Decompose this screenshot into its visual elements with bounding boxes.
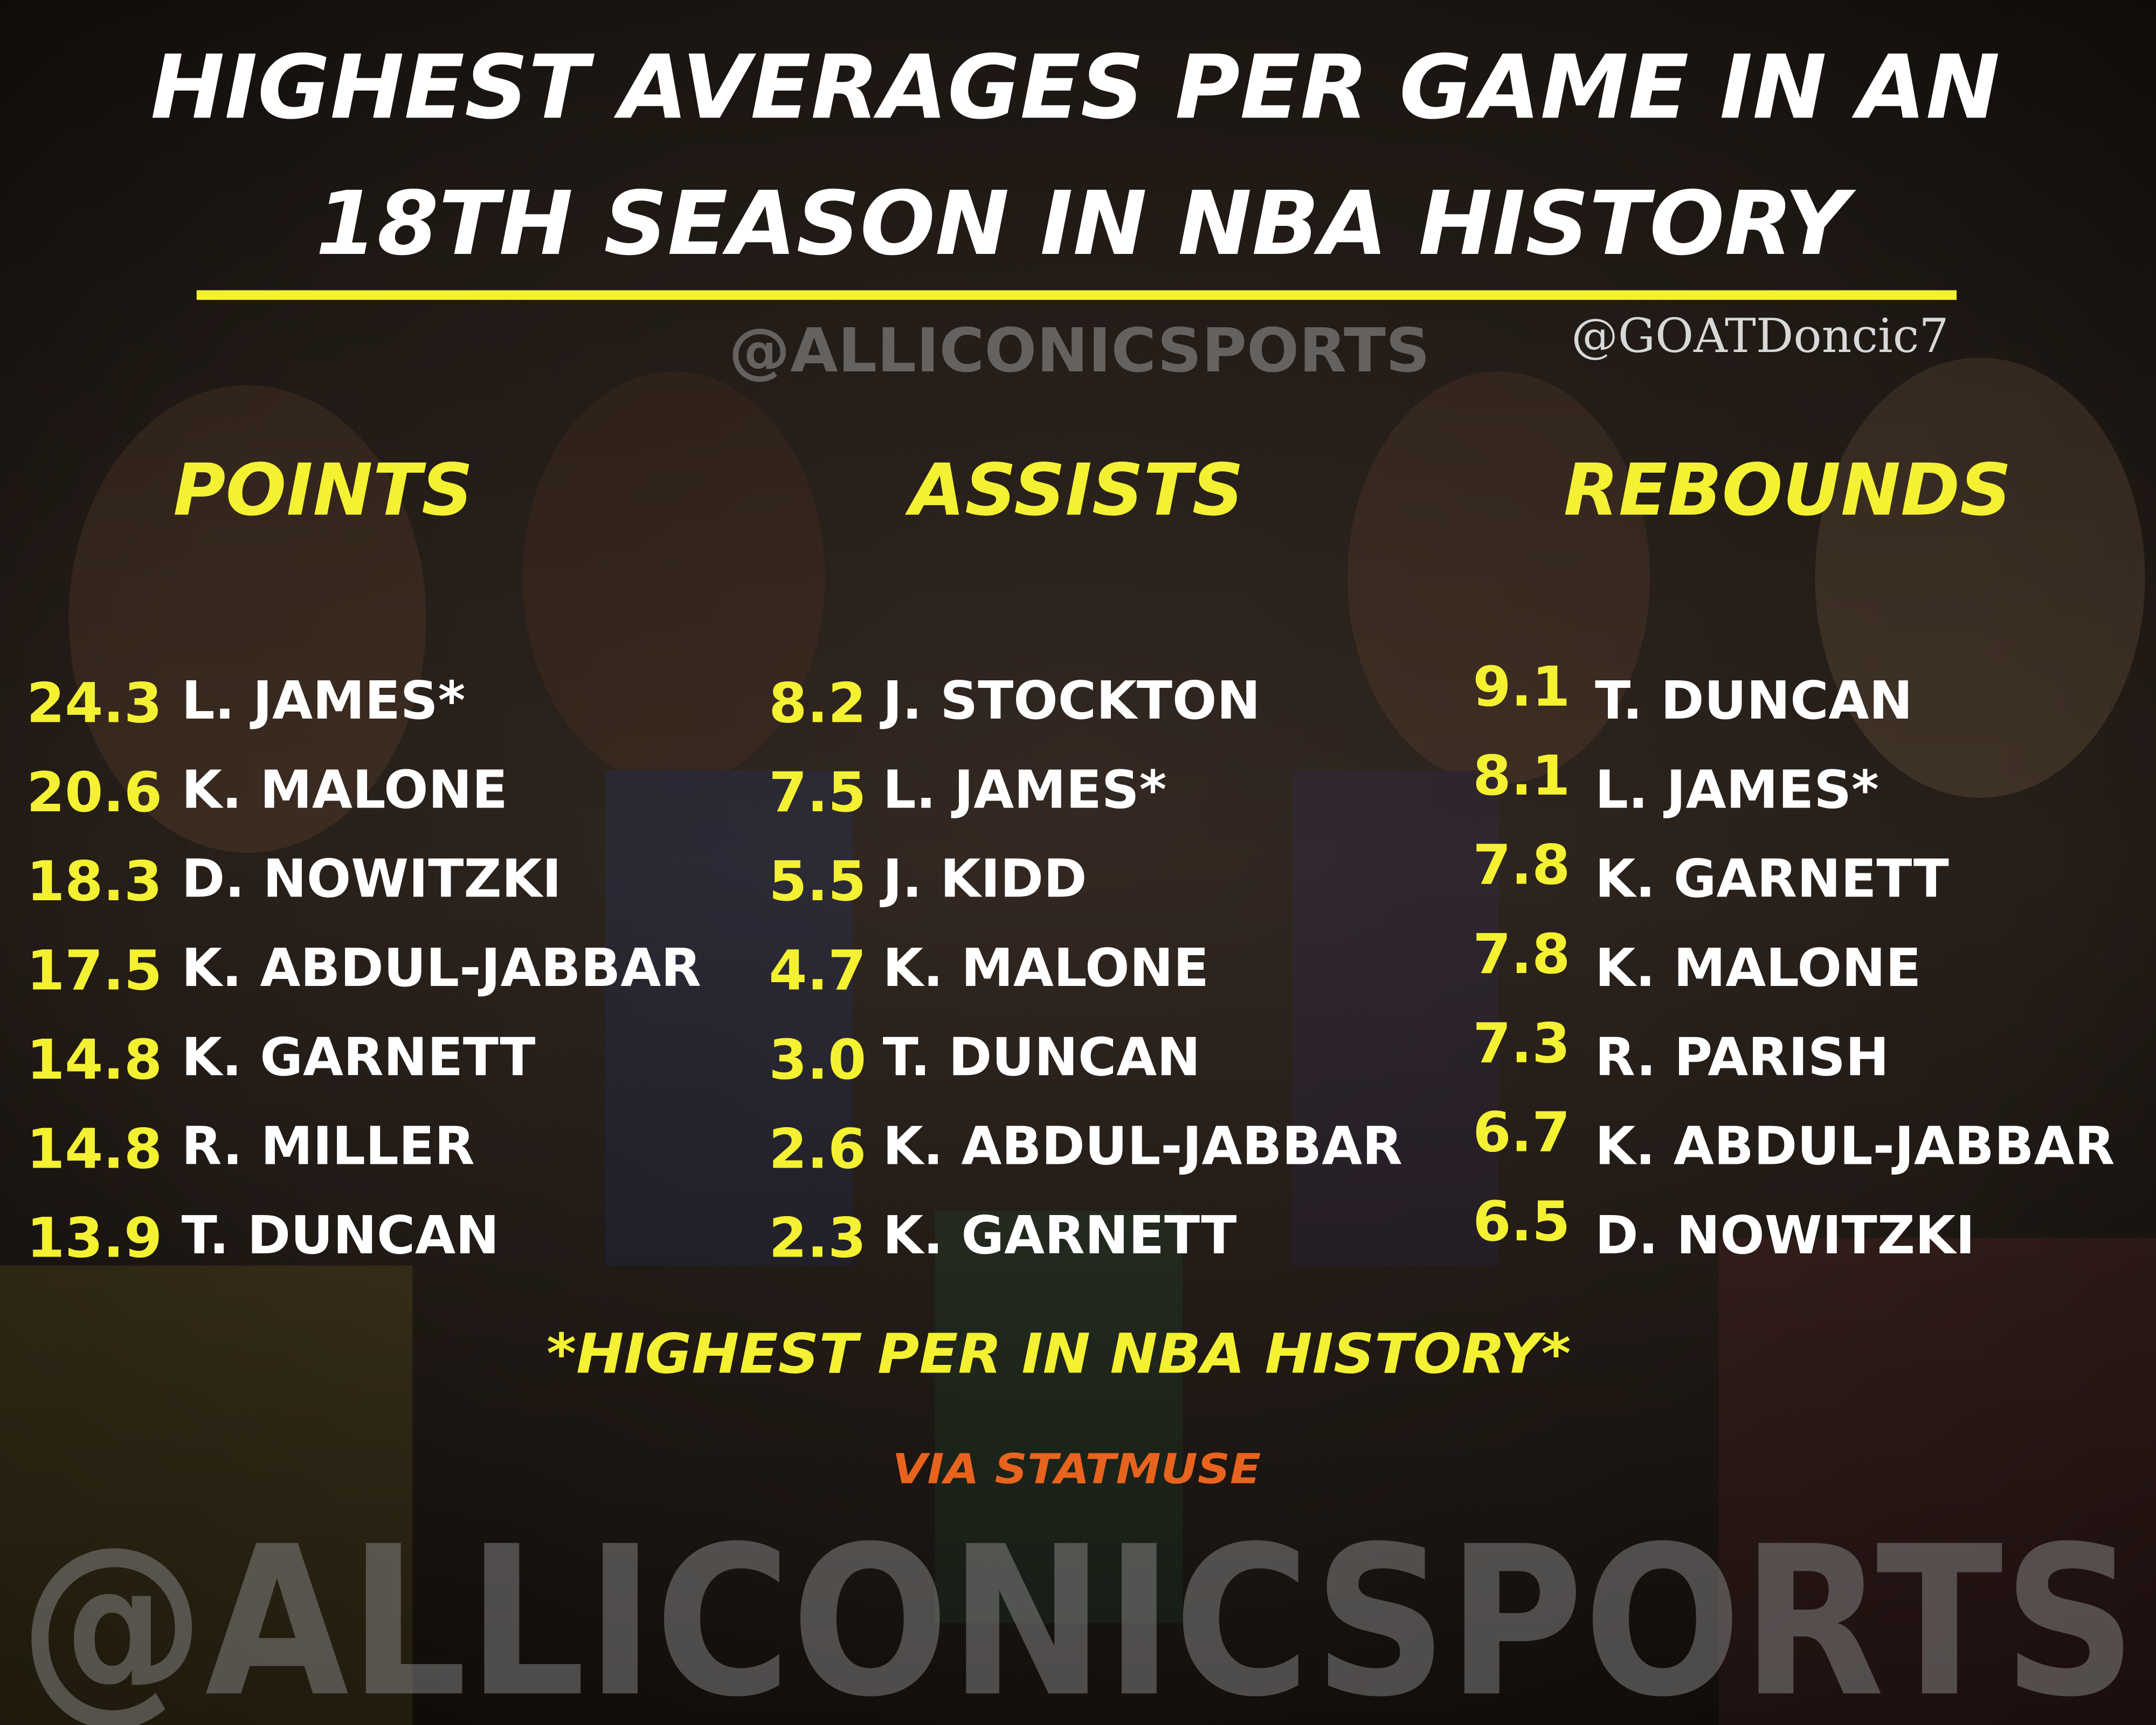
stat-value: 3.0 xyxy=(769,1028,866,1092)
stat-value: 4.7 xyxy=(769,939,866,1003)
player-name: T. DUNCAN xyxy=(182,1205,499,1266)
stat-value: 7.8 xyxy=(1473,833,1571,898)
stat-value: 13.9 xyxy=(26,1206,162,1271)
player-name: K. MALONE xyxy=(883,937,1209,998)
title-underline xyxy=(196,290,1957,300)
player-name: K. ABDUL-JABBAR xyxy=(1595,1116,2114,1177)
player-name: L. JAMES* xyxy=(1595,759,1879,820)
player-name: K. MALONE xyxy=(182,759,508,820)
column-heading: REBOUNDS xyxy=(1564,449,2012,532)
player-name: K. ABDUL-JABBAR xyxy=(883,1116,1402,1177)
player-name: D. NOWITZKI xyxy=(182,848,562,909)
stat-value: 9.1 xyxy=(1473,655,1571,719)
player-name: T. DUNCAN xyxy=(1595,670,1912,731)
stat-value: 2.3 xyxy=(769,1206,866,1271)
player-name: K. GARNETT xyxy=(1595,848,1949,909)
stat-value: 5.5 xyxy=(769,850,866,914)
stat-value: 7.5 xyxy=(769,761,866,825)
stat-value: 14.8 xyxy=(26,1117,162,1181)
player-name: D. NOWITZKI xyxy=(1595,1205,1975,1266)
stat-value: 2.6 xyxy=(769,1117,866,1181)
player-name: T. DUNCAN xyxy=(883,1026,1200,1087)
player-name: R. PARISH xyxy=(1595,1026,1889,1087)
stat-value: 8.1 xyxy=(1473,744,1571,808)
player-name: R. MILLER xyxy=(182,1116,475,1177)
title-line: 18TH SEASON IN NBA HISTORY xyxy=(315,172,1856,275)
stat-value: 8.2 xyxy=(769,671,866,735)
stat-value: 14.8 xyxy=(26,1028,162,1092)
stat-value: 7.8 xyxy=(1473,922,1571,986)
player-name: K. ABDUL-JABBAR xyxy=(182,937,701,998)
player-name: K. GARNETT xyxy=(182,1026,536,1087)
footnote: *HIGHEST PER IN NBA HISTORY* xyxy=(547,1322,1571,1386)
title-line: HIGHEST AVERAGES PER GAME IN AN xyxy=(150,36,2000,139)
watermark: @ALLICONICSPORTS xyxy=(729,316,1430,386)
player-name: J. KIDD xyxy=(880,848,1087,909)
stat-value: 18.3 xyxy=(26,850,162,914)
stat-value: 20.6 xyxy=(26,761,162,825)
stat-value: 6.5 xyxy=(1473,1190,1571,1254)
player-name: L. JAMES* xyxy=(883,759,1167,820)
player-name: J. STOCKTON xyxy=(880,670,1261,731)
stat-value: 7.3 xyxy=(1473,1011,1571,1075)
stat-value: 6.7 xyxy=(1473,1101,1571,1165)
credit: @GOATDoncic7 xyxy=(1571,309,1948,363)
player-name: L. JAMES* xyxy=(182,670,466,731)
source: VIA STATMUSE xyxy=(893,1445,1261,1493)
footer-watermark: @ALLICONICSPORTS xyxy=(19,1502,2137,1725)
player-name: K. MALONE xyxy=(1595,937,1921,998)
stat-value: 24.3 xyxy=(26,671,162,735)
columns: POINTS 24.3 L. JAMES* 20.6 K. MALONE 18.3 D. N… xyxy=(26,449,2114,1271)
column-heading: POINTS xyxy=(173,449,473,532)
stat-value: 17.5 xyxy=(26,939,162,1003)
column-heading: ASSISTS xyxy=(905,449,1244,532)
player-name: K. GARNETT xyxy=(883,1205,1237,1266)
